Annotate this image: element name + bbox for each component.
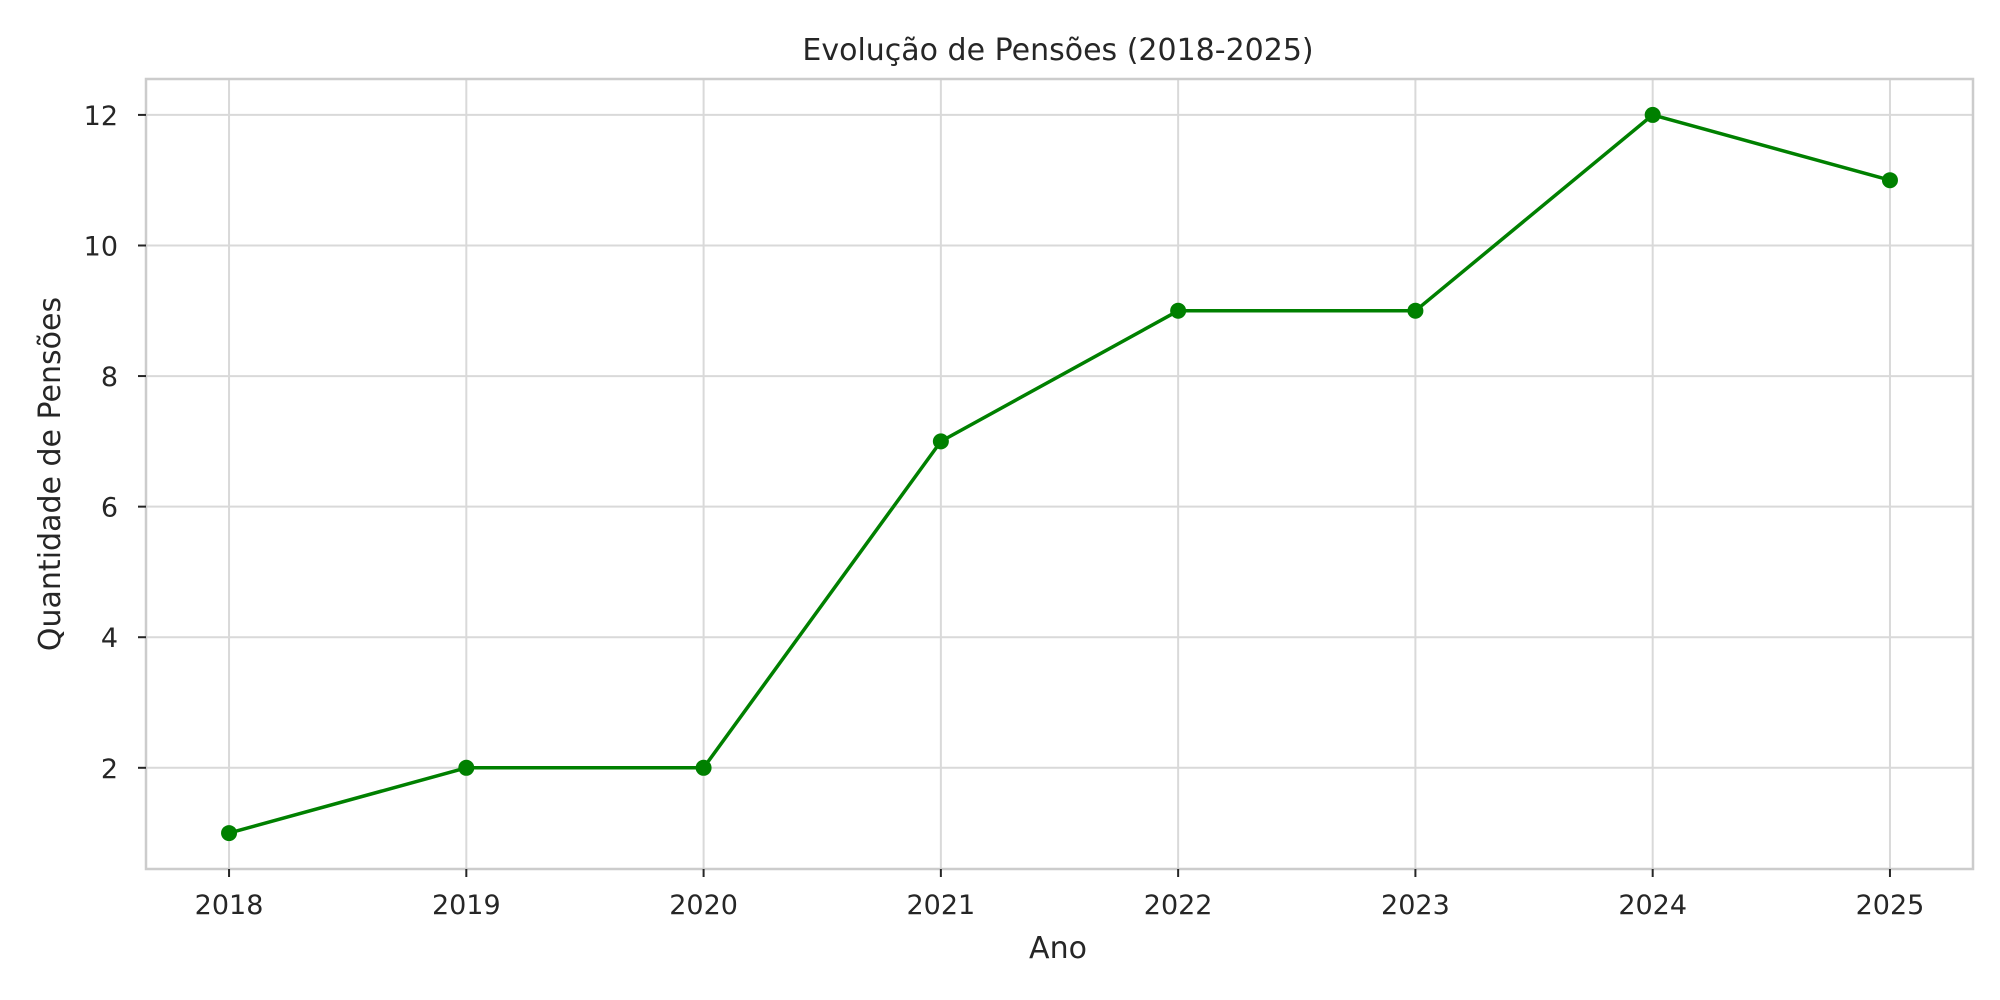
chart-title: Evolução de Pensões (2018-2025) xyxy=(802,33,1313,68)
y-axis-label: Quantidade de Pensões xyxy=(33,297,68,651)
data-point xyxy=(1644,106,1661,123)
y-tick-label: 12 xyxy=(84,101,118,132)
data-point xyxy=(221,825,238,842)
series-line xyxy=(227,113,1892,835)
y-tick-label: 10 xyxy=(84,231,118,262)
data-point xyxy=(932,433,949,450)
x-tick-label: 2024 xyxy=(1618,890,1687,921)
x-tick-label: 2018 xyxy=(195,890,264,921)
axis-ticks: 2018 2019 2020 2021 2022 2023 2024 2025 2 4 6 8 10 12 xyxy=(84,101,1925,921)
y-tick-label: 8 xyxy=(101,362,118,393)
x-tick-label: 2023 xyxy=(1381,890,1450,921)
data-point xyxy=(1407,302,1424,319)
y-tick-label: 6 xyxy=(101,493,118,524)
x-tick-label: 2022 xyxy=(1144,890,1213,921)
data-point xyxy=(1170,302,1187,319)
plot-frame xyxy=(144,77,1975,871)
data-point xyxy=(458,759,475,776)
y-tick-label: 4 xyxy=(101,623,118,654)
x-tick-label: 2019 xyxy=(432,890,501,921)
x-tick-label: 2021 xyxy=(907,890,976,921)
data-point xyxy=(1881,172,1898,189)
x-tick-label: 2020 xyxy=(669,890,738,921)
data-series xyxy=(221,106,1898,842)
y-tick-label: 2 xyxy=(101,754,118,785)
grid-lines xyxy=(146,79,1973,869)
data-point xyxy=(695,759,712,776)
x-axis-label: Ano xyxy=(1029,931,1087,966)
x-tick-label: 2025 xyxy=(1856,890,1925,921)
